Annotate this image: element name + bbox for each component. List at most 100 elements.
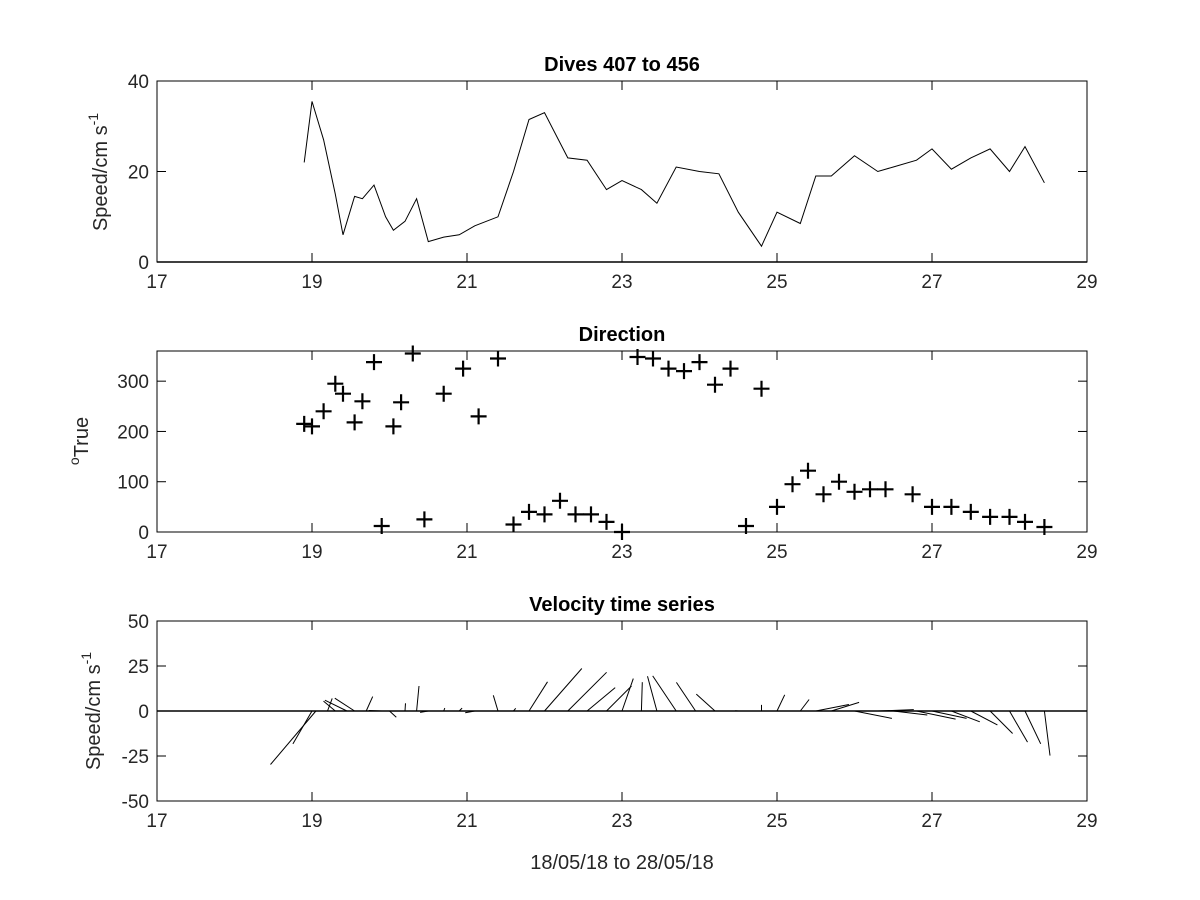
velocity-vector (365, 696, 374, 712)
speed-y-tick-label: 40 (128, 72, 149, 93)
speed-x-tick-label: 23 (611, 272, 632, 293)
velocity-y-label-main: Speed/cm s (83, 664, 105, 770)
velocity-vector (567, 671, 607, 712)
direction-point (505, 516, 522, 533)
speed-x-tick-label: 25 (766, 272, 787, 293)
direction-point (393, 394, 410, 411)
direction-point (304, 418, 320, 435)
velocity-y-tick-label: 0 (138, 702, 149, 723)
velocity-vector (854, 710, 892, 719)
velocity-x-tick-label: 27 (921, 811, 942, 832)
direction-panel: Direction oTrue 17 19 21 23 25 27 29 0 100 200 300 (66, 324, 1098, 563)
velocity-x-tick-label: 19 (301, 811, 322, 832)
velocity-vector (1009, 710, 1028, 743)
direction-point (346, 414, 363, 431)
speed-x-tick-label: 27 (921, 272, 942, 293)
velocity-vector (324, 699, 348, 712)
velocity-y-tick-label: -50 (122, 792, 149, 813)
velocity-x-tick-label: 17 (146, 811, 167, 832)
direction-point (707, 376, 723, 393)
velocity-x-tick-label: 29 (1076, 811, 1097, 832)
velocity-vector (831, 701, 860, 712)
direction-y-label-sup: o (66, 457, 82, 465)
velocity-vector (621, 678, 634, 712)
direction-point (404, 345, 421, 362)
speed-x-tick-label: 17 (146, 272, 167, 293)
speed-y-label-sup: -1 (85, 113, 101, 126)
velocity-vector (652, 675, 677, 712)
direction-point (943, 498, 960, 515)
velocity-y-tick-label: 25 (128, 657, 149, 678)
velocity-vector (815, 704, 849, 712)
direction-y-label-main: True (71, 417, 93, 457)
direction-point (315, 403, 332, 420)
direction-point (354, 393, 371, 410)
velocity-y-axis-label: Speed/cm s-1 (78, 652, 105, 770)
direction-point (877, 481, 894, 498)
velocity-x-tick-label: 21 (456, 811, 477, 832)
direction-point (753, 380, 770, 397)
velocity-vector (640, 682, 643, 712)
direction-point (676, 363, 692, 380)
direction-point (924, 498, 940, 515)
direction-point (598, 513, 615, 530)
direction-point (722, 360, 739, 377)
direction-point (296, 415, 313, 432)
velocity-vector (586, 687, 616, 712)
velocity-vector (951, 710, 980, 723)
direction-point (335, 385, 351, 402)
direction-x-tick-label: 17 (146, 542, 167, 563)
direction-point (846, 483, 863, 500)
direction-point (629, 349, 646, 365)
direction-point (552, 492, 568, 509)
direction-point (327, 375, 344, 392)
direction-point (800, 462, 816, 479)
velocity-vector (270, 710, 317, 765)
velocity-x-tick-label: 23 (611, 811, 632, 832)
svg-text:Speed/cm s-1: Speed/cm s-1 (85, 113, 112, 231)
velocity-y-tick-label: -25 (122, 747, 149, 768)
velocity-y-tick-label: 50 (128, 612, 149, 633)
direction-point (738, 518, 754, 534)
direction-x-tick-label: 29 (1076, 542, 1097, 563)
speed-x-tick-label: 29 (1076, 272, 1097, 293)
direction-point (962, 503, 979, 520)
direction-y-tick-label: 300 (117, 372, 149, 393)
direction-point (982, 508, 999, 525)
direction-point (691, 354, 708, 371)
velocity-vector (1024, 710, 1042, 745)
direction-x-tick-label: 25 (766, 542, 787, 563)
direction-point (490, 350, 506, 367)
direction-y-axis-label: oTrue (66, 417, 93, 465)
direction-x-tick-label: 21 (456, 542, 477, 563)
velocity-vector (416, 685, 420, 712)
direction-point (366, 354, 382, 371)
speed-x-tick-label: 19 (301, 272, 322, 293)
direction-point (416, 511, 433, 528)
direction-x-tick-label: 19 (301, 542, 322, 563)
velocity-vector (327, 698, 333, 712)
speed-y-label-main: Speed/cm s (90, 125, 112, 231)
svg-text:Speed/cm s-1: Speed/cm s-1 (78, 652, 105, 770)
direction-point (831, 473, 847, 490)
velocity-vector (389, 710, 397, 718)
velocity-vector (695, 693, 716, 712)
direction-point (470, 408, 487, 425)
direction-point (536, 506, 553, 523)
svg-text:oTrue: oTrue (66, 417, 93, 465)
velocity-vector (1043, 710, 1051, 756)
direction-panel-title: Direction (579, 324, 666, 346)
direction-point (521, 503, 537, 520)
velocity-panel-title: Velocity time series (529, 594, 715, 616)
velocity-vector (799, 699, 810, 712)
velocity-vector (916, 710, 956, 720)
direction-point (455, 360, 472, 377)
velocity-vector (334, 697, 355, 712)
velocity-panel: Velocity time series Speed/cm s-1 18/05/… (78, 594, 1098, 874)
velocity-vector (931, 710, 967, 719)
direction-point (373, 518, 390, 534)
direction-point (660, 360, 677, 377)
velocity-vector (989, 710, 1013, 734)
direction-y-tick-label: 200 (117, 422, 149, 443)
